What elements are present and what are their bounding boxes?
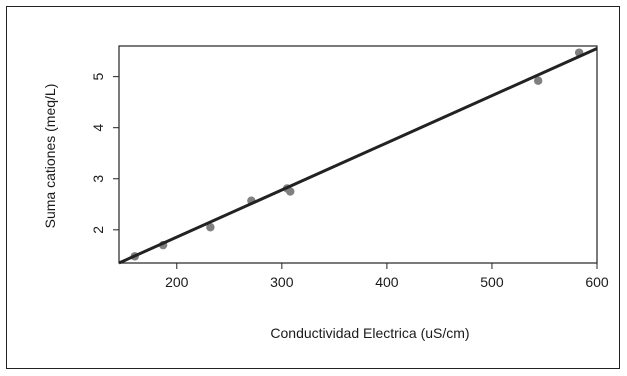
x-tick-label: 600 xyxy=(585,274,609,290)
axes: 200 300 400 500 600 2 3 4 5 xyxy=(90,45,609,290)
y-tick-label: 4 xyxy=(90,124,106,132)
data-point xyxy=(206,223,215,232)
y-tick-label: 2 xyxy=(90,226,106,234)
data-point xyxy=(286,187,295,196)
y-tick-label: 5 xyxy=(90,73,106,81)
chart-frame xyxy=(6,6,620,369)
x-tick-label: 400 xyxy=(375,274,399,290)
data-point xyxy=(533,76,543,85)
x-tick-label: 500 xyxy=(480,274,504,290)
x-tick-label: 300 xyxy=(270,274,294,290)
marks xyxy=(118,47,598,265)
x-tick-label: 200 xyxy=(165,274,189,290)
y-axis-label: Suma cationes (meq/L) xyxy=(42,84,58,229)
regression-line xyxy=(118,47,598,265)
x-axis-label: Conductividad Electrica (uS/cm) xyxy=(270,325,469,341)
plot-area-border xyxy=(118,45,598,264)
y-tick-label: 3 xyxy=(90,175,106,183)
